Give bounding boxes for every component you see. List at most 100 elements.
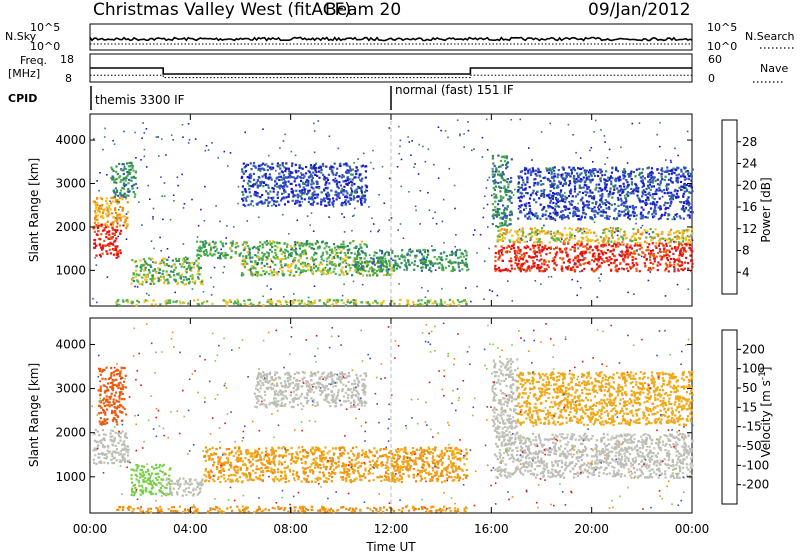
data-cell bbox=[313, 151, 316, 154]
power-colorbar-tick-label: 4 bbox=[742, 265, 750, 279]
data-cell bbox=[98, 224, 101, 227]
data-cell bbox=[577, 202, 579, 205]
data-cell bbox=[447, 264, 451, 268]
data-cell bbox=[376, 269, 379, 272]
data-cell bbox=[281, 185, 284, 188]
data-cell bbox=[552, 194, 555, 198]
data-cell bbox=[93, 242, 96, 245]
data-cell bbox=[570, 188, 573, 191]
data-cell bbox=[261, 175, 264, 178]
data-cell bbox=[564, 201, 567, 204]
data-cell bbox=[535, 241, 538, 244]
data-cell bbox=[219, 240, 222, 243]
data-cell bbox=[141, 224, 143, 226]
data-cell bbox=[130, 161, 133, 164]
data-cell bbox=[467, 129, 470, 132]
data-cell bbox=[537, 170, 540, 173]
data-cell bbox=[680, 253, 683, 256]
data-cell bbox=[400, 185, 402, 188]
data-cell bbox=[461, 268, 464, 271]
data-cell bbox=[494, 185, 498, 188]
data-cell bbox=[244, 191, 248, 194]
data-cell bbox=[354, 170, 357, 173]
y-tick-label: 3000 bbox=[55, 177, 86, 191]
data-cell bbox=[623, 171, 626, 174]
data-cell bbox=[498, 239, 502, 242]
data-cell bbox=[167, 264, 170, 267]
data-cell bbox=[134, 176, 137, 180]
data-cell bbox=[624, 187, 627, 191]
data-cell bbox=[647, 210, 650, 214]
data-cell bbox=[501, 239, 504, 242]
data-cell bbox=[454, 252, 457, 255]
data-cell bbox=[280, 303, 283, 306]
data-cell bbox=[536, 240, 539, 243]
power-colorbar-tick-label: 24 bbox=[742, 157, 757, 171]
data-cell bbox=[344, 195, 347, 199]
data-cell bbox=[503, 155, 507, 158]
data-cell bbox=[499, 200, 502, 202]
data-cell bbox=[144, 278, 147, 281]
data-cell bbox=[684, 170, 687, 173]
data-cell bbox=[150, 303, 153, 306]
data-cell bbox=[434, 262, 437, 265]
data-cell bbox=[276, 196, 279, 199]
data-cell bbox=[135, 304, 138, 307]
data-cell bbox=[641, 251, 644, 254]
data-cell bbox=[514, 230, 517, 233]
data-cell bbox=[683, 250, 686, 253]
data-cell bbox=[122, 193, 125, 196]
data-cell bbox=[303, 261, 307, 265]
data-cell bbox=[316, 174, 319, 177]
data-cell bbox=[108, 213, 111, 216]
data-cell bbox=[502, 196, 505, 199]
data-cell bbox=[353, 214, 355, 217]
data-cell bbox=[676, 179, 679, 182]
data-cell bbox=[126, 162, 129, 165]
data-cell bbox=[248, 176, 250, 179]
data-cell bbox=[554, 205, 557, 208]
data-cell bbox=[318, 170, 321, 173]
data-cell bbox=[494, 267, 497, 270]
data-cell bbox=[622, 190, 625, 193]
data-cell bbox=[298, 185, 302, 188]
data-cell bbox=[524, 183, 527, 186]
data-cell bbox=[189, 262, 192, 265]
data-cell bbox=[320, 270, 323, 273]
data-cell bbox=[500, 175, 503, 177]
data-cell bbox=[482, 216, 485, 219]
data-cell bbox=[531, 231, 534, 234]
data-cell bbox=[501, 221, 504, 225]
data-cell bbox=[310, 173, 313, 176]
data-cell bbox=[518, 228, 521, 231]
data-cell bbox=[608, 190, 612, 194]
data-cell bbox=[635, 188, 638, 191]
data-cell bbox=[527, 233, 530, 236]
data-cell bbox=[305, 257, 308, 260]
data-cell bbox=[426, 299, 429, 303]
data-cell bbox=[638, 198, 641, 201]
data-cell bbox=[529, 248, 532, 251]
data-cell bbox=[271, 162, 274, 165]
data-cell bbox=[353, 302, 356, 305]
data-cell bbox=[426, 253, 430, 256]
data-cell bbox=[372, 149, 374, 152]
data-cell bbox=[627, 263, 630, 266]
data-cell bbox=[508, 239, 511, 242]
data-cell bbox=[573, 185, 576, 188]
data-cell bbox=[197, 269, 200, 273]
data-cell bbox=[311, 176, 314, 179]
data-cell bbox=[516, 232, 519, 235]
data-cell bbox=[619, 178, 622, 181]
data-cell bbox=[306, 242, 309, 246]
data-cell bbox=[651, 238, 654, 241]
data-cell bbox=[597, 242, 600, 245]
data-cell bbox=[346, 301, 350, 304]
data-cell bbox=[414, 303, 417, 306]
data-cell bbox=[276, 176, 279, 179]
data-cell bbox=[258, 301, 261, 304]
scatter-region-2 bbox=[110, 161, 138, 198]
data-cell bbox=[577, 209, 580, 213]
data-cell bbox=[666, 265, 669, 268]
data-cell bbox=[409, 248, 412, 250]
